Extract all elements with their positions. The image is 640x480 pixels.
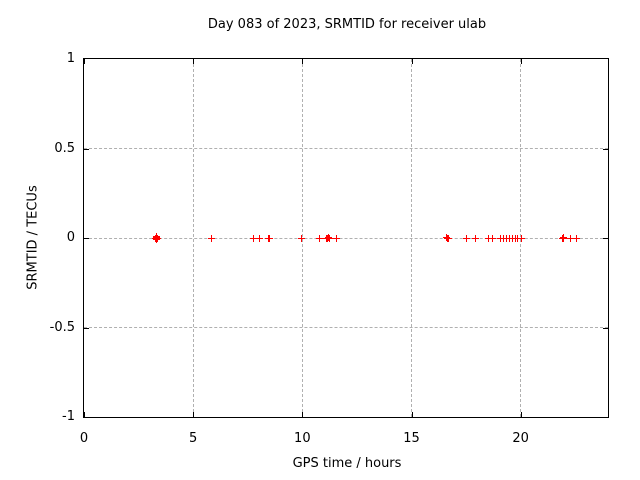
data-point-marker bbox=[316, 234, 324, 242]
x-axis-label: GPS time / hours bbox=[292, 456, 402, 471]
data-point-marker bbox=[443, 233, 451, 241]
data-point-marker bbox=[324, 235, 332, 243]
marker-vertical-bar bbox=[447, 234, 449, 242]
data-point-marker bbox=[559, 235, 567, 243]
data-point-marker bbox=[152, 233, 160, 241]
data-point-marker bbox=[256, 234, 264, 242]
marker-vertical-bar bbox=[259, 234, 261, 242]
tick-mark-y bbox=[84, 148, 89, 150]
grid-line-horizontal bbox=[84, 327, 608, 328]
tick-mark-x bbox=[302, 59, 304, 64]
tick-mark-x bbox=[411, 412, 413, 417]
x-tick-label: 20 bbox=[512, 431, 529, 446]
data-point-marker bbox=[325, 234, 333, 242]
tick-mark-x bbox=[84, 412, 85, 417]
data-point-marker bbox=[560, 233, 568, 241]
tick-mark-y bbox=[603, 238, 608, 239]
marker-vertical-bar bbox=[252, 234, 254, 242]
x-tick-label: 10 bbox=[294, 431, 311, 446]
plot-area bbox=[83, 58, 609, 418]
marker-vertical-bar bbox=[157, 234, 159, 242]
marker-vertical-bar bbox=[465, 234, 467, 242]
tick-mark-x bbox=[411, 59, 413, 64]
data-point-marker bbox=[266, 235, 274, 243]
data-point-marker bbox=[558, 234, 566, 242]
x-tick-label: 5 bbox=[189, 431, 198, 446]
tick-mark-x bbox=[193, 59, 195, 64]
y-tick-label: -0.5 bbox=[49, 319, 75, 335]
data-point-marker bbox=[298, 234, 306, 242]
grid-line-horizontal bbox=[84, 237, 608, 239]
marker-vertical-bar bbox=[156, 236, 158, 244]
marker-vertical-bar bbox=[335, 234, 337, 242]
y-tick-label: 0.5 bbox=[54, 140, 75, 156]
data-point-marker bbox=[154, 234, 162, 242]
tick-mark-x bbox=[84, 59, 85, 64]
data-point-marker bbox=[153, 236, 161, 244]
tick-mark-y bbox=[84, 238, 89, 239]
marker-vertical-bar bbox=[576, 234, 578, 242]
y-tick-label: 0 bbox=[66, 230, 75, 245]
x-tick-label: 0 bbox=[79, 431, 89, 446]
marker-vertical-bar bbox=[210, 234, 212, 242]
marker-vertical-bar bbox=[521, 234, 523, 242]
marker-vertical-bar bbox=[301, 234, 303, 242]
data-point-marker bbox=[444, 234, 452, 242]
tick-mark-x bbox=[520, 59, 522, 64]
marker-vertical-bar bbox=[563, 233, 565, 241]
marker-vertical-bar bbox=[474, 234, 476, 242]
marker-vertical-bar bbox=[446, 233, 448, 241]
marker-vertical-bar bbox=[561, 234, 563, 242]
marker-vertical-bar bbox=[562, 235, 564, 243]
tick-mark-y bbox=[84, 327, 89, 329]
marker-vertical-bar bbox=[492, 234, 493, 242]
data-point-marker bbox=[264, 234, 272, 242]
data-point-marker bbox=[484, 234, 492, 242]
marker-vertical-bar bbox=[155, 233, 157, 241]
marker-vertical-bar bbox=[328, 233, 330, 241]
tick-mark-x bbox=[302, 412, 304, 417]
data-point-marker bbox=[566, 234, 574, 242]
tick-mark-y bbox=[603, 327, 608, 329]
marker-vertical-bar bbox=[569, 234, 571, 242]
data-point-marker bbox=[518, 234, 526, 242]
tick-mark-x bbox=[520, 412, 522, 417]
chart-title: Day 083 of 2023, SRMTID for receiver ula… bbox=[207, 17, 487, 32]
y-tick-label: -1 bbox=[62, 409, 75, 424]
x-tick-label: 15 bbox=[403, 431, 420, 446]
data-point-marker bbox=[332, 234, 340, 242]
tick-mark-y bbox=[603, 148, 608, 150]
data-point-marker bbox=[471, 234, 479, 242]
data-point-marker bbox=[462, 234, 470, 242]
data-point-marker bbox=[207, 234, 215, 242]
marker-vertical-bar bbox=[269, 235, 271, 243]
marker-vertical-bar bbox=[517, 234, 519, 242]
marker-vertical-bar bbox=[267, 234, 269, 242]
marker-vertical-bar bbox=[327, 235, 329, 243]
data-point-marker bbox=[573, 234, 581, 242]
marker-vertical-bar bbox=[319, 234, 321, 242]
marker-vertical-bar bbox=[328, 234, 330, 242]
data-point-marker bbox=[514, 234, 522, 242]
data-point-marker bbox=[489, 234, 496, 242]
data-point-marker bbox=[325, 233, 333, 241]
grid-line-horizontal bbox=[84, 148, 608, 149]
marker-vertical-bar bbox=[487, 234, 489, 242]
data-point-marker bbox=[249, 234, 257, 242]
tick-mark-x bbox=[193, 412, 195, 417]
y-tick-label: 1 bbox=[66, 51, 75, 66]
